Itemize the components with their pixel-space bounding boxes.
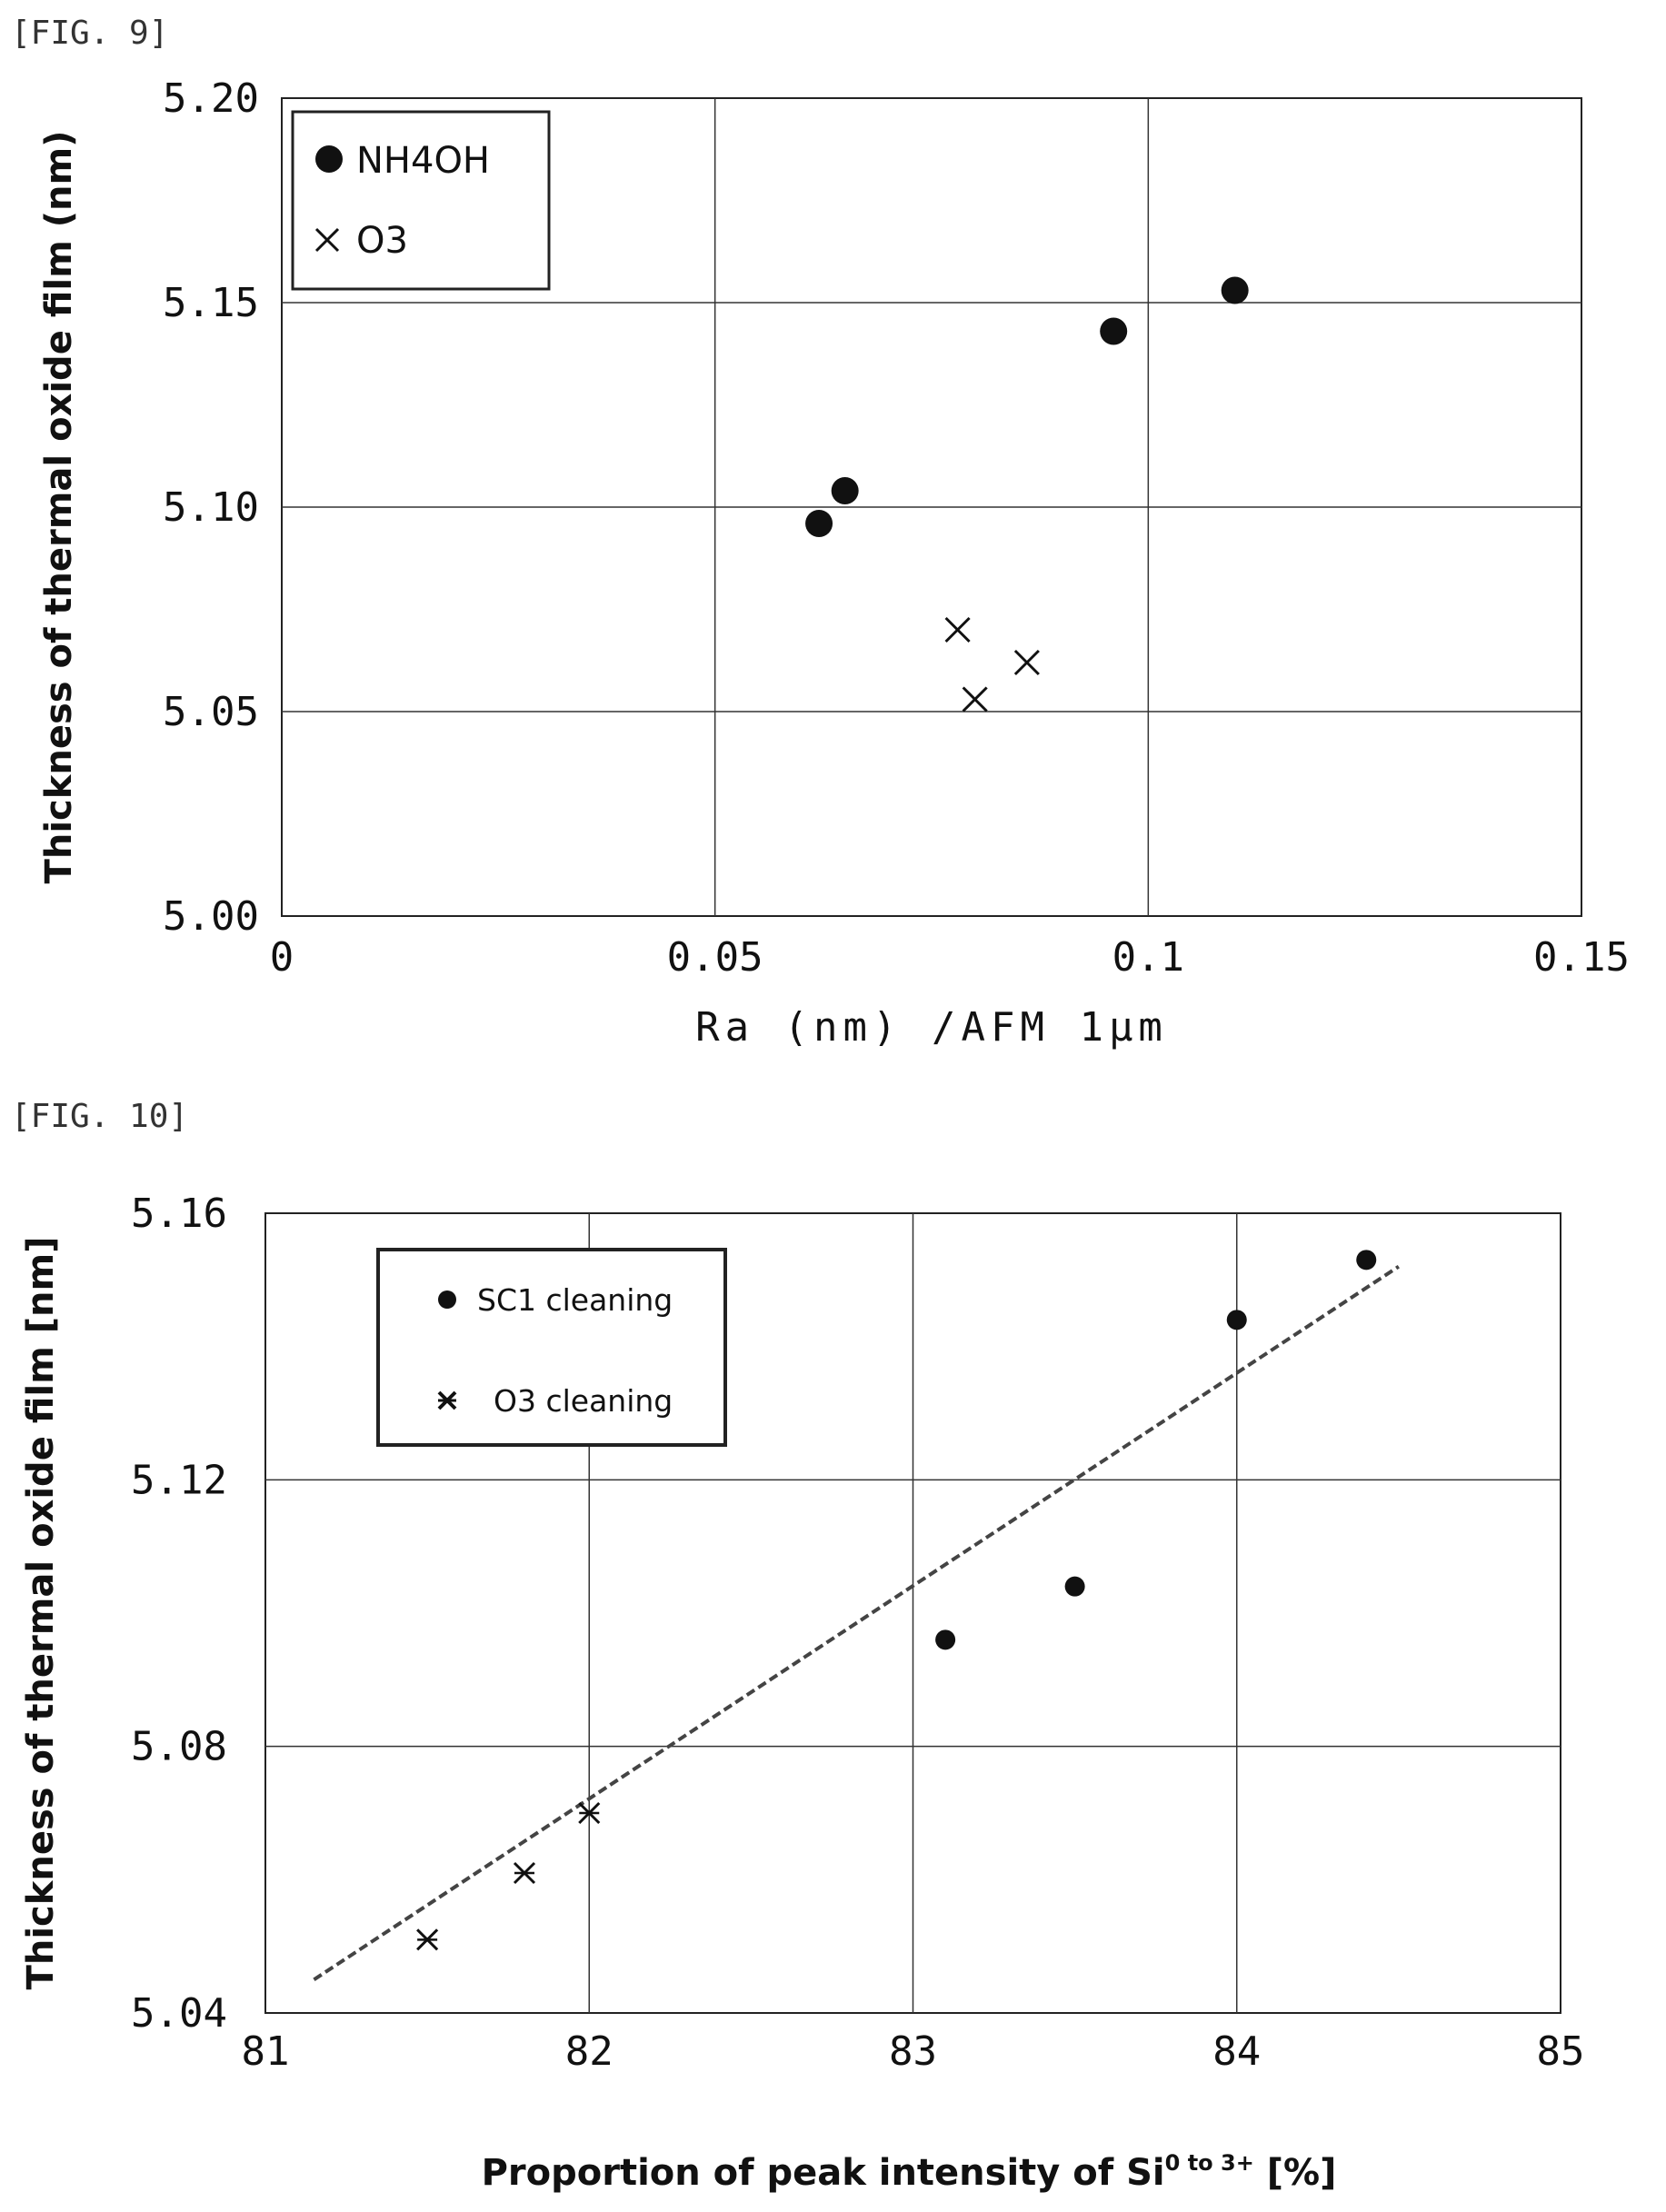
fig10-x-axis-label-suffix: [%]: [1254, 2152, 1337, 2194]
x-tick-label: 0.1: [1112, 934, 1184, 981]
fig9-x-axis-label: Ra (nm) ∕AFM 1μm: [695, 1004, 1168, 1051]
fig10-legend-sc1: SC1 cleaning: [477, 1282, 673, 1318]
data-point-asterisk: [578, 1801, 601, 1825]
fig10-x-axis-label-main: Proportion of peak intensity of Si: [482, 2152, 1165, 2194]
y-tick-label: 5.08: [131, 1724, 227, 1770]
fig9-legend-nh4oh-name: NH4OH: [356, 140, 490, 182]
y-tick-label: 5.15: [163, 280, 259, 326]
fig9-legend-box: [291, 110, 551, 291]
fig10-x-tick-labels: 81 82 83 84 85: [242, 2028, 1585, 2075]
data-point-cross: [1013, 649, 1040, 676]
data-point-circle: [1100, 317, 1128, 345]
trendline-segment: [313, 1264, 1400, 1982]
x-tick-label: 0.15: [1533, 934, 1630, 981]
x-tick-label: 82: [565, 2028, 614, 2075]
data-point-circle: [935, 1629, 956, 1650]
x-tick-label: 0: [270, 934, 294, 981]
x-tick-label: 0.05: [667, 934, 763, 981]
data-point-cross: [962, 686, 988, 712]
fig10-data-points: [416, 1250, 1377, 1951]
fig9-chart: [FIG. 9] 5.00 5.05 5.10 5.15 5.20 0 0.05 0.1 0.…: [11, 15, 1630, 1051]
y-tick-label: 5.10: [163, 484, 259, 531]
fig9-legend-nh4oh: NH4OH: [356, 140, 490, 182]
fig9-y-axis-label: Thickness of thermal oxide film (nm): [38, 131, 80, 884]
x-tick-label: 83: [889, 2028, 937, 2075]
fig9-label: [FIG. 9]: [11, 15, 168, 52]
data-point-asterisk: [513, 1861, 536, 1885]
x-tick-label: 85: [1537, 2028, 1585, 2075]
data-point-circle: [831, 477, 859, 504]
fig9-data-points: [805, 276, 1249, 712]
data-point-circle: [1226, 1310, 1247, 1330]
fig10-legend-circle-marker: [438, 1290, 456, 1309]
fig9-y-tick-labels: 5.00 5.05 5.10 5.15 5.20: [163, 75, 259, 940]
x-tick-label: 84: [1212, 2028, 1261, 2075]
data-point-circle: [805, 510, 833, 537]
fig10-legend-box: [376, 1248, 727, 1447]
x-tick-label: 81: [242, 2028, 290, 2075]
fig10-x-axis-label: Proportion of peak intensity of Si0 to 3…: [482, 2150, 1337, 2194]
y-tick-label: 5.00: [163, 893, 259, 940]
data-point-cross: [944, 616, 971, 643]
fig10-trendline: [313, 1264, 1400, 1982]
fig9-legend-circle-marker: [315, 145, 343, 173]
data-point-circle: [1221, 276, 1249, 304]
fig9-legend-cross-marker: [314, 227, 340, 253]
y-tick-label: 5.20: [163, 75, 259, 122]
fig10-label: [FIG. 10]: [11, 1098, 188, 1135]
fig9-x-tick-labels: 0 0.05 0.1 0.15: [270, 934, 1630, 981]
fig10-legend: SC1 cleaning O3 cleaning: [376, 1248, 727, 1447]
y-tick-label: 5.04: [131, 1990, 227, 2037]
fig10-y-tick-labels: 5.04 5.08 5.12 5.16: [131, 1191, 227, 2037]
data-point-circle: [1064, 1576, 1085, 1597]
fig10-legend-asterisk-marker: [437, 1390, 457, 1410]
fig10-chart: [FIG. 10] 5.04 5.08 5.12 5.16 81 82 83 84 85 SC…: [11, 1098, 1584, 2194]
y-tick-label: 5.16: [131, 1191, 227, 1237]
fig10-x-axis-label-superscript: 0 to 3+: [1165, 2150, 1254, 2176]
y-tick-label: 5.05: [163, 689, 259, 735]
y-tick-label: 5.12: [131, 1457, 227, 1503]
fig10-legend-o3: O3 cleaning: [494, 1383, 673, 1419]
fig9-legend-o3: O3: [356, 220, 408, 262]
data-point-asterisk: [416, 1928, 439, 1951]
fig10-gridlines: [265, 1213, 1561, 2013]
fig9-legend: NH4OH O3: [291, 110, 551, 291]
fig10-y-axis-label: Thickness of thermal oxide film [nm]: [20, 1237, 62, 1990]
fig9-gridlines: [282, 98, 1581, 916]
data-point-circle: [1356, 1250, 1377, 1270]
